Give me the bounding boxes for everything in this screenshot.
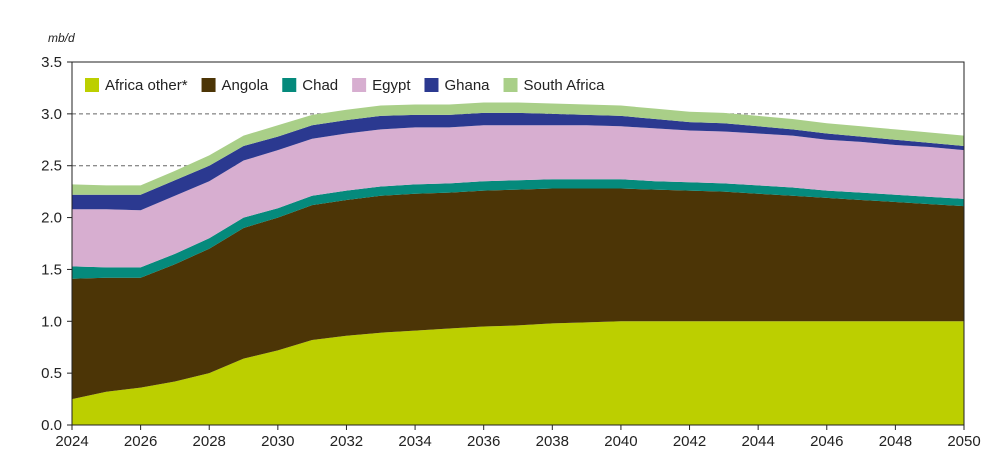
legend-item: South Africa bbox=[503, 77, 606, 94]
area-series bbox=[72, 102, 964, 425]
x-tick-label: 2046 bbox=[810, 433, 843, 450]
x-tick-label: 2024 bbox=[55, 433, 88, 450]
y-unit-label: mb/d bbox=[48, 31, 75, 45]
x-tick-label: 2028 bbox=[193, 433, 226, 450]
legend-swatch bbox=[503, 78, 518, 92]
y-tick-label: 3.0 bbox=[41, 106, 62, 123]
y-tick-label: 0.0 bbox=[41, 417, 62, 434]
x-tick-label: 2030 bbox=[261, 433, 294, 450]
y-tick-label: 0.5 bbox=[41, 365, 62, 382]
x-tick-label: 2026 bbox=[124, 433, 157, 450]
x-tick-label: 2034 bbox=[398, 433, 431, 450]
y-tick-label: 1.5 bbox=[41, 261, 62, 278]
legend: Africa other* Angola Chad Egypt Ghana South A… bbox=[85, 77, 605, 94]
x-tick-label: 2032 bbox=[330, 433, 363, 450]
legend-label: Angola bbox=[222, 77, 269, 94]
legend-item: Angola bbox=[201, 77, 269, 94]
x-tick-label: 2044 bbox=[741, 433, 774, 450]
plot-frame bbox=[71, 61, 965, 426]
legend-swatch bbox=[352, 78, 367, 92]
legend-label: Egypt bbox=[372, 77, 411, 94]
y-tick-label: 2.5 bbox=[41, 158, 62, 175]
legend-item: Chad bbox=[282, 77, 338, 94]
legend-label: Ghana bbox=[444, 77, 490, 94]
x-tick-label: 2038 bbox=[536, 433, 569, 450]
area-series-ghana bbox=[72, 112, 964, 211]
legend-swatch bbox=[201, 78, 216, 92]
y-tick-label: 2.0 bbox=[41, 210, 62, 227]
area-series-south-africa bbox=[72, 102, 964, 195]
area-series-egypt bbox=[72, 125, 964, 268]
y-tick-label: 1.0 bbox=[41, 313, 62, 330]
legend-label: Chad bbox=[302, 77, 338, 94]
y-tick-label: 3.5 bbox=[41, 54, 62, 71]
area-series-africa-other bbox=[72, 321, 964, 425]
legend-label: Africa other* bbox=[105, 77, 188, 94]
legend-swatch bbox=[85, 78, 99, 92]
x-tick-label: 2042 bbox=[673, 433, 706, 450]
legend-item: Egypt bbox=[352, 77, 411, 94]
legend-item: Ghana bbox=[424, 77, 490, 94]
legend-item: Africa other* bbox=[85, 77, 188, 94]
legend-swatch bbox=[424, 78, 439, 92]
axis-ticks: 0.0 0.5 1.0 1.5 2.0 2.5 3.0 3.5 2024 2026 2028 2030… bbox=[41, 54, 981, 450]
x-tick-label: 2036 bbox=[467, 433, 500, 450]
legend-swatch bbox=[282, 78, 297, 92]
legend-label: South Africa bbox=[524, 77, 606, 94]
x-tick-label: 2050 bbox=[947, 433, 980, 450]
area-series-angola bbox=[72, 188, 964, 400]
x-tick-label: 2040 bbox=[604, 433, 637, 450]
area-series-chad bbox=[72, 179, 964, 279]
x-tick-label: 2048 bbox=[879, 433, 912, 450]
